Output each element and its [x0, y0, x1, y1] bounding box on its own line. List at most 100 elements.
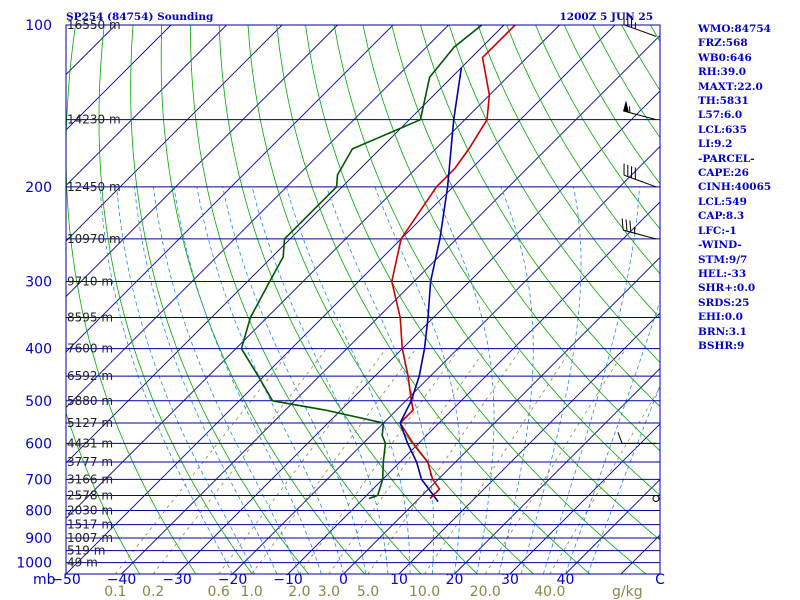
mixing-ratio-label: 40.0 [534, 584, 565, 600]
moist-adiabat [520, 186, 582, 574]
dry-adiabat [66, 411, 141, 574]
dry-adiabat [506, 25, 660, 275]
moist-adiabat [326, 186, 434, 574]
isotherm-line [509, 423, 660, 574]
index-line: -PARCEL- [698, 152, 755, 165]
dry-adiabat [160, 25, 366, 574]
height-label: 1007 m [67, 531, 113, 545]
dry-adiabat [190, 25, 422, 574]
index-line: CINH:40065 [698, 181, 772, 194]
pressure-tick-label: 700 [25, 472, 52, 488]
pressure-tick-label: 500 [25, 394, 52, 410]
index-line: LFC:-1 [698, 224, 737, 237]
index-line: WB0:646 [698, 51, 752, 64]
dry-adiabat [98, 25, 253, 574]
pressure-tick-label: 200 [25, 180, 52, 196]
index-line: RH:39.0 [698, 66, 747, 79]
mixing-ratio-label: 20.0 [470, 584, 501, 600]
mixing-ratio-label: 1.0 [241, 584, 263, 600]
mixing-ratio-label: 2.0 [288, 584, 310, 600]
dewpoint-trace [240, 25, 483, 500]
height-label: 2030 m [67, 504, 113, 518]
parcel-trace [399, 67, 463, 503]
sounding-traces [240, 25, 516, 503]
height-label: 5880 m [67, 394, 113, 408]
wind-barb [623, 100, 657, 121]
index-line: BSHR:9 [698, 339, 745, 352]
dry-adiabat [420, 25, 660, 408]
mixing-ratio-label: 0.6 [208, 584, 230, 600]
isotherm-line [66, 25, 283, 242]
mixing-ratio-line [218, 348, 387, 574]
plot-frame [65, 24, 661, 575]
index-line: STM:9/7 [698, 253, 748, 266]
height-label: 16550 m [67, 18, 121, 32]
height-label: 3777 m [67, 455, 113, 469]
dry-adiabat [66, 25, 197, 574]
mixing-ratio-label: 5.0 [357, 584, 379, 600]
temperature-trace [391, 25, 516, 500]
moist-adiabat [285, 186, 411, 574]
wind-barb [617, 432, 656, 444]
mixing-ratio-label: 0.1 [104, 584, 126, 600]
index-line: L57:6.0 [698, 109, 743, 122]
height-label: 3166 m [67, 472, 113, 486]
mixing-ratio-line [367, 348, 522, 574]
moist-adiabat [134, 186, 278, 574]
index-line: LI:9.2 [698, 138, 733, 151]
index-line: CAPE:26 [698, 167, 749, 180]
wind-barbs [617, 13, 660, 503]
background-grid [66, 25, 660, 574]
dry-adiabat [276, 25, 591, 574]
isotherm-line [176, 90, 660, 574]
height-label: 5127 m [67, 416, 113, 430]
temperature-tick-label: 40 [557, 572, 575, 588]
temperature-tick-label: −10 [273, 572, 303, 588]
height-label: 12450 m [67, 180, 121, 194]
moist-adiabat [565, 299, 660, 574]
height-label: 1517 m [67, 518, 113, 532]
index-line: BRN:3.1 [698, 325, 747, 338]
temperature-tick-label: 0 [339, 572, 348, 588]
dry-adiabat [477, 25, 660, 319]
temperature-tick-label: 10 [390, 572, 408, 588]
pressure-tick-label: 100 [25, 18, 52, 34]
index-line: TH:5831 [698, 95, 749, 108]
wind-barb [652, 495, 660, 503]
height-label: 7600 m [67, 342, 113, 356]
dry-adiabat [218, 25, 478, 574]
pressure-unit-label: mb [33, 572, 56, 588]
temperature-tick-label: −50 [51, 572, 81, 588]
mixing-ratio-unit-label: g/kg [612, 584, 643, 600]
isotherm-line [66, 25, 227, 187]
pressure-tick-label: 800 [25, 504, 52, 520]
dry-adiabat [305, 25, 647, 574]
moist-adiabat [152, 186, 300, 574]
height-label: 49 m [67, 556, 98, 570]
index-line: LCL:549 [698, 195, 747, 208]
indices-panel: WMO:84754 FRZ:568 WB0:646 RH:39.0 MAXT:22.0 T… [698, 22, 798, 353]
height-label: 9710 m [67, 275, 113, 289]
index-line: SRDS:25 [698, 296, 750, 309]
index-line: WMO:84754 [698, 23, 771, 35]
temperature-tick-label: 20 [446, 572, 464, 588]
pressure-tick-label: 1000 [16, 556, 52, 572]
height-label: 6592 m [67, 369, 113, 383]
moist-adiabat [196, 186, 344, 574]
isotherm-line [565, 478, 660, 574]
height-label: 519 m [67, 544, 105, 558]
mixing-ratio-label: 0.2 [142, 584, 164, 600]
height-label: 8595 m [67, 310, 113, 324]
pressure-tick-label: 600 [25, 436, 52, 452]
height-label: 2578 m [67, 488, 113, 502]
station-title: SP254 (84754) Sounding [66, 11, 214, 23]
wind-barb [621, 218, 657, 240]
dry-adiabat [333, 25, 660, 541]
mixing-ratio-line [549, 386, 660, 574]
dry-adiabat [130, 25, 309, 574]
wind-barb [623, 163, 657, 188]
mixing-ratio-line [152, 348, 327, 574]
moist-adiabat [432, 186, 495, 574]
